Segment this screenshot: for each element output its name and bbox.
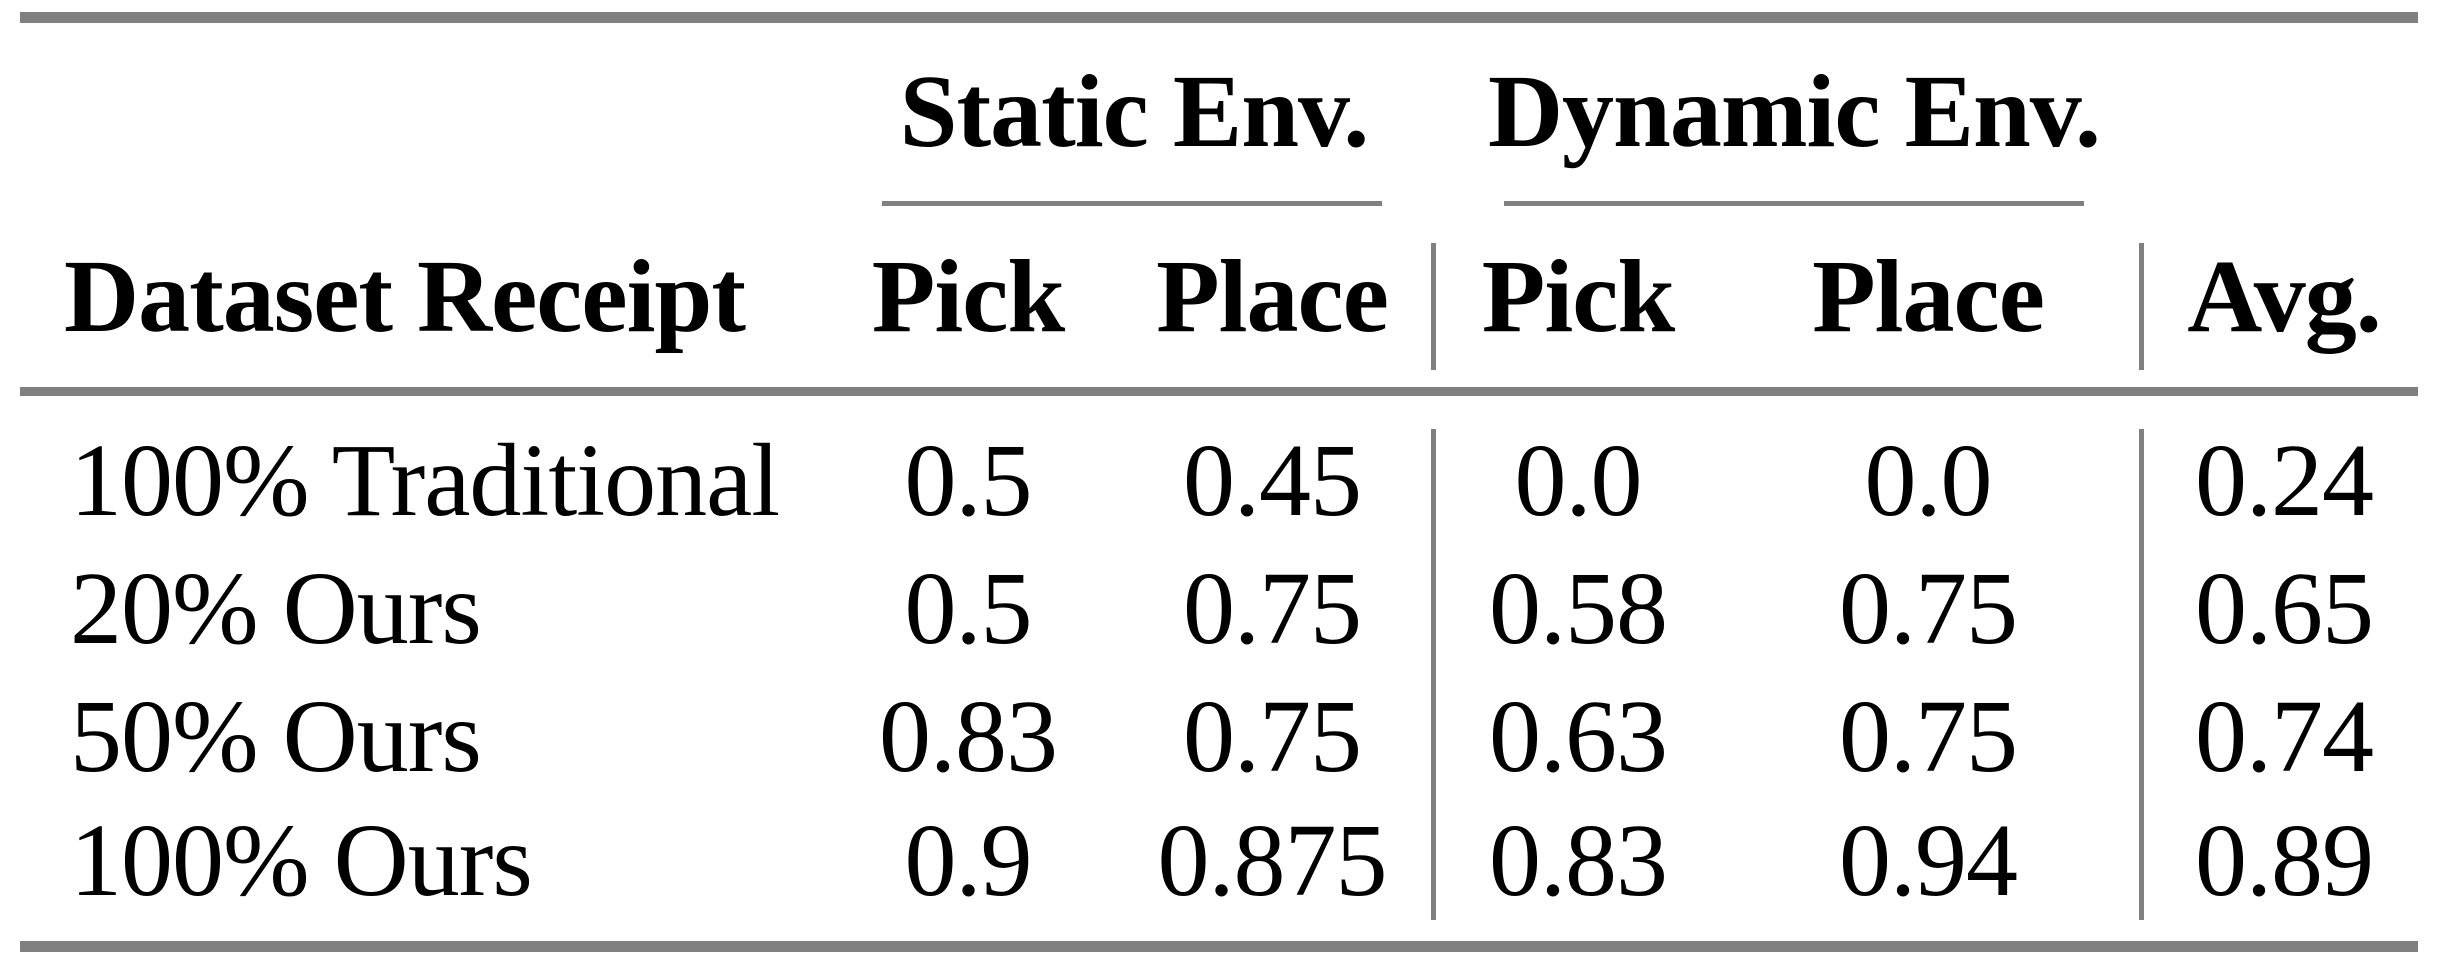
cell-value: 0.65 xyxy=(2195,551,2374,666)
cell-value: 0.24 xyxy=(2195,423,2374,538)
column-header-dynamic-pick: Pick xyxy=(1481,239,1675,354)
cell-value: 0.875 xyxy=(1157,803,1388,918)
column-header-static-place: Place xyxy=(1156,239,1389,354)
vertical-rule-dynamic-avg-bottom xyxy=(2139,429,2144,920)
row-label: 50% Ours xyxy=(70,679,482,794)
cell-value: 0.83 xyxy=(879,679,1058,794)
group-header-dynamic-env: Dynamic Env. xyxy=(1487,54,2101,169)
vertical-rule-static-dynamic-top xyxy=(1431,243,1436,370)
group-header-static-env: Static Env. xyxy=(899,54,1370,169)
row-label: 20% Ours xyxy=(70,551,482,666)
cell-value: 0.74 xyxy=(2195,679,2374,794)
column-header-static-pick: Pick xyxy=(871,239,1065,354)
cell-value: 0.89 xyxy=(2195,803,2374,918)
column-header-avg: Avg. xyxy=(2187,239,2381,354)
cell-value: 0.75 xyxy=(1839,679,2018,794)
cell-value: 0.58 xyxy=(1489,551,1668,666)
column-header-dataset-receipt: Dataset Receipt xyxy=(64,239,746,354)
column-header-dynamic-place: Place xyxy=(1812,239,2045,354)
cell-value: 0.45 xyxy=(1183,423,1362,538)
cell-value: 0.0 xyxy=(1864,423,1993,538)
cell-value: 0.83 xyxy=(1489,803,1668,918)
table-header-rule xyxy=(20,387,2418,396)
cell-value: 0.75 xyxy=(1183,679,1362,794)
cell-value: 0.5 xyxy=(904,551,1033,666)
row-label: 100% Traditional xyxy=(70,423,780,538)
static-env-underline-rule xyxy=(882,201,1382,206)
cell-value: 0.0 xyxy=(1514,423,1643,538)
cell-value: 0.9 xyxy=(904,803,1033,918)
cell-value: 0.94 xyxy=(1839,803,2018,918)
row-label: 100% Ours xyxy=(70,803,533,918)
table-bottom-rule xyxy=(20,941,2418,952)
cell-value: 0.75 xyxy=(1183,551,1362,666)
table-top-rule xyxy=(20,12,2418,23)
cell-value: 0.5 xyxy=(904,423,1033,538)
vertical-rule-dynamic-avg-top xyxy=(2139,243,2144,370)
cell-value: 0.75 xyxy=(1839,551,2018,666)
cell-value: 0.63 xyxy=(1489,679,1668,794)
dynamic-env-underline-rule xyxy=(1504,201,2084,206)
vertical-rule-static-dynamic-bottom xyxy=(1431,429,1436,920)
